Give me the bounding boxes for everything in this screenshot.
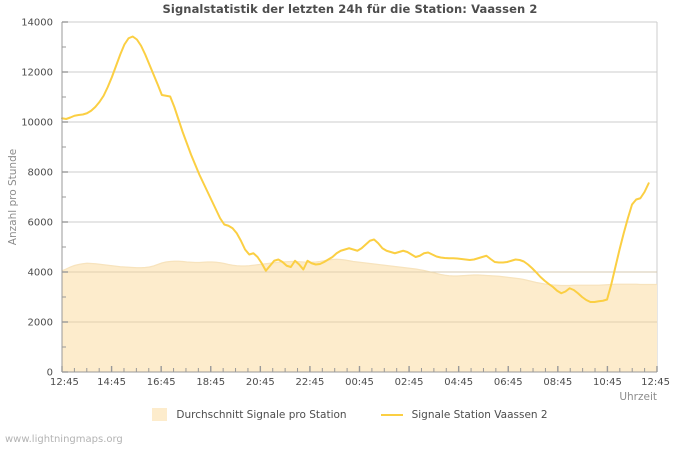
y-tick-label: 4000: [28, 268, 53, 279]
x-tick-label: 02:45: [395, 377, 424, 388]
x-tick-label: 12:45: [641, 377, 670, 388]
x-tick-label: 16:45: [147, 377, 176, 388]
line-swatch-icon: [380, 413, 403, 416]
x-tick-label: 14:45: [97, 377, 126, 388]
legend-item-station[interactable]: Signale Station Vaassen 2: [380, 408, 548, 421]
average-area-outline: [61, 258, 657, 287]
x-tick-label: 22:45: [296, 377, 325, 388]
y-tick-label: 0: [47, 368, 53, 379]
x-tick-label: 20:45: [246, 377, 275, 388]
x-axis-label: Uhrzeit: [619, 391, 657, 403]
y-tick-label: 2000: [28, 318, 53, 329]
area-series: [61, 258, 657, 372]
chart-legend: Durchschnitt Signale pro Station Signale…: [0, 408, 700, 421]
chart-title: Signalstatistik der letzten 24h für die …: [162, 2, 538, 16]
x-tick-label: 08:45: [543, 377, 572, 388]
legend-item-average[interactable]: Durchschnitt Signale pro Station: [152, 408, 347, 421]
x-tick-label: 10:45: [593, 377, 622, 388]
y-axis-label: Anzahl pro Stunde: [7, 149, 19, 245]
legend-label-station: Signale Station Vaassen 2: [411, 408, 548, 421]
y-tick-label: 10000: [21, 118, 53, 129]
x-tick-label: 04:45: [444, 377, 473, 388]
x-tick-label: 00:45: [345, 377, 374, 388]
average-area-fill: [62, 259, 657, 372]
y-tick-label: 12000: [21, 68, 53, 79]
y-tick-label: 6000: [28, 218, 53, 229]
y-tick-label: 14000: [21, 18, 53, 29]
y-tick-label: 8000: [28, 168, 53, 179]
footer-url: www.lightningmaps.org: [5, 434, 123, 445]
x-tick-label: 18:45: [196, 377, 225, 388]
x-tick-label: 06:45: [494, 377, 523, 388]
x-tick-labels: 12:45 14:45 16:45 18:45 20:45 22:45 00:45 02:45…: [50, 377, 670, 388]
line-series: [61, 35, 650, 303]
y-tick-labels: 0 2000 4000 6000 8000 10000 12000 14000: [21, 18, 53, 379]
area-swatch-icon: [152, 408, 168, 421]
axes: [61, 21, 658, 373]
station-signal-line: [61, 35, 650, 303]
legend-label-average: Durchschnitt Signale pro Station: [176, 408, 347, 421]
x-tick-label: 12:45: [50, 377, 79, 388]
